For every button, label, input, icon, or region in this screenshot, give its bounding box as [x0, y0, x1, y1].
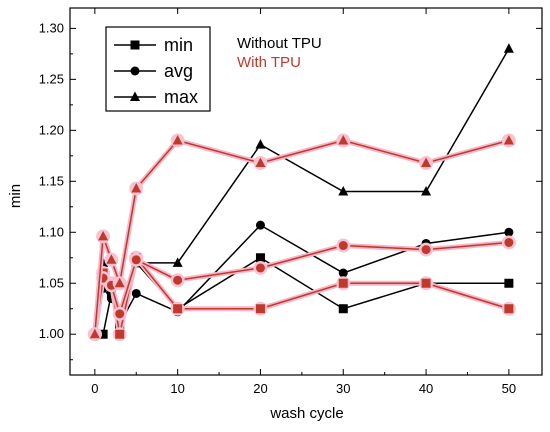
data-point: [338, 268, 348, 278]
legend: min avg max: [105, 26, 211, 112]
y-tick-label: 1.25: [39, 71, 64, 86]
legend-marker-circle: [130, 66, 140, 76]
series-with-tpu-max: [87, 133, 516, 342]
x-tick-label: 40: [419, 381, 433, 396]
series-layer: [87, 43, 516, 342]
data-point: [338, 135, 349, 145]
x-axis-title: wash cycle: [269, 405, 343, 422]
legend-marker-triangle: [130, 91, 140, 101]
group-label: With TPU: [237, 54, 301, 71]
axes: 0 10 20 30 40 50 1.00 1.05 1.10 1.15 1.20 1.25 1.30: [39, 7, 543, 396]
data-point: [172, 257, 183, 267]
y-tick-label: 1.20: [39, 122, 64, 137]
x-tick-label: 50: [502, 381, 516, 396]
data-point: [255, 263, 265, 273]
y-tick-label: 1.05: [39, 275, 64, 290]
data-point: [338, 186, 349, 196]
series-halo: [92, 138, 510, 335]
data-point: [98, 329, 108, 339]
series-with-tpu-avg: [87, 235, 516, 342]
data-point: [338, 241, 348, 251]
group-label: Without TPU: [237, 35, 322, 52]
x-tick-label: 30: [336, 381, 350, 396]
x-tick-label: 20: [253, 381, 267, 396]
x-tick-label: 0: [91, 381, 98, 396]
data-point: [172, 135, 183, 145]
data-point: [89, 328, 100, 339]
y-axis-title: min: [7, 184, 24, 208]
data-point: [338, 304, 348, 314]
data-point: [504, 304, 514, 314]
y-tick-label: 1.15: [39, 173, 64, 188]
data-point: [503, 135, 514, 145]
x-tick-label: 10: [170, 381, 184, 396]
data-point: [421, 186, 432, 196]
data-point: [504, 278, 514, 288]
data-point: [115, 329, 125, 339]
data-point: [421, 245, 431, 255]
legend-label: max: [164, 87, 198, 107]
data-point: [106, 254, 117, 264]
y-tick-label: 1.30: [39, 20, 64, 35]
legend-label: min: [164, 35, 193, 55]
y-tick-label: 1.10: [39, 224, 64, 239]
data-point: [98, 230, 109, 241]
data-point: [421, 157, 432, 167]
data-point: [173, 275, 183, 285]
data-point: [131, 255, 141, 265]
plot-frame: [69, 7, 543, 376]
data-point: [255, 220, 265, 230]
data-point: [115, 309, 125, 319]
data-point: [338, 278, 348, 288]
series-line: [94, 139, 510, 335]
data-point: [255, 157, 266, 167]
data-point: [504, 237, 514, 247]
series-with-tpu-min: [87, 250, 516, 342]
y-tick-label: 1.00: [39, 326, 64, 341]
data-point: [421, 278, 431, 288]
data-point: [114, 277, 125, 288]
series-line: [94, 224, 509, 335]
data-point: [173, 304, 183, 314]
data-point: [255, 304, 265, 314]
data-point: [255, 253, 265, 263]
data-point: [255, 139, 266, 149]
group-labels: Without TPU With TPU: [237, 35, 322, 71]
data-point: [503, 43, 514, 53]
legend-label: avg: [164, 61, 193, 81]
legend-marker-square: [130, 40, 140, 50]
data-point: [131, 288, 141, 298]
data-point: [131, 182, 142, 193]
data-point: [504, 227, 514, 237]
